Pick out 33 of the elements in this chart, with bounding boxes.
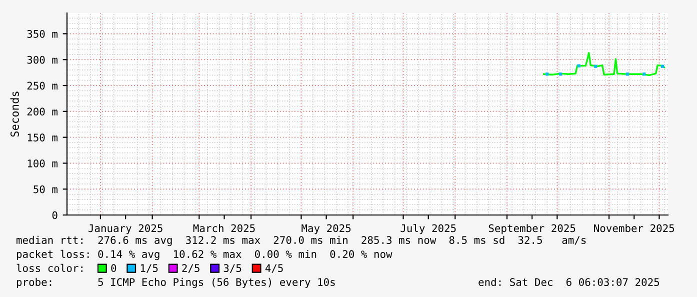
- legend-label: 2/5: [182, 264, 200, 273]
- legend-title: loss color:: [16, 264, 82, 272]
- line-series: [542, 52, 666, 76]
- x-tick-label: July 2025: [400, 224, 456, 234]
- y-tick-label: 200 m: [27, 108, 58, 116]
- point: [594, 64, 598, 68]
- text: probe: 5 ICMP Echo Pings (56 Bytes) every 10s: [16, 278, 335, 288]
- point: [626, 72, 629, 76]
- point: [546, 72, 549, 76]
- x-tick-label: January 2025: [88, 224, 162, 234]
- y-tick-label: 0: [52, 211, 58, 220]
- point: [642, 72, 646, 76]
- y-tick-label: 150 m: [28, 134, 58, 142]
- y-tick-label: 250 m: [27, 82, 58, 90]
- x-tick-label: November 2025: [594, 224, 674, 232]
- legend-label: 1/5: [140, 264, 158, 273]
- text: packet loss: 0.14 % avg 10.62 % max 0.00 % min 0.20 % now: [16, 250, 392, 260]
- point: [558, 72, 562, 76]
- y-axis-title: Seconds: [10, 92, 19, 137]
- x-tick-label: March 2025: [193, 224, 255, 232]
- y-tick-label: 350 m: [27, 30, 58, 38]
- y-tick-label: 300 m: [27, 56, 58, 64]
- x-tick-label: May 2025: [302, 224, 351, 234]
- y-tick-label: 50 m: [34, 185, 58, 194]
- legend-label: 4/5: [265, 264, 283, 273]
- point: [661, 64, 664, 68]
- y-tick-label: 100 m: [28, 159, 58, 168]
- point: [577, 64, 580, 68]
- x-tick-label: September 2025: [488, 224, 576, 234]
- text: end: Sat Dec 6 06:03:07 2025: [478, 278, 660, 286]
- legend-label: 0: [111, 264, 116, 272]
- legend-label: 3/5: [224, 264, 242, 273]
- text: median rtt: 276.6 ms avg 312.2 ms max 270.0 ms min 285.3 ms now 8.5 ms sd 32.5 am/s: [16, 236, 586, 246]
